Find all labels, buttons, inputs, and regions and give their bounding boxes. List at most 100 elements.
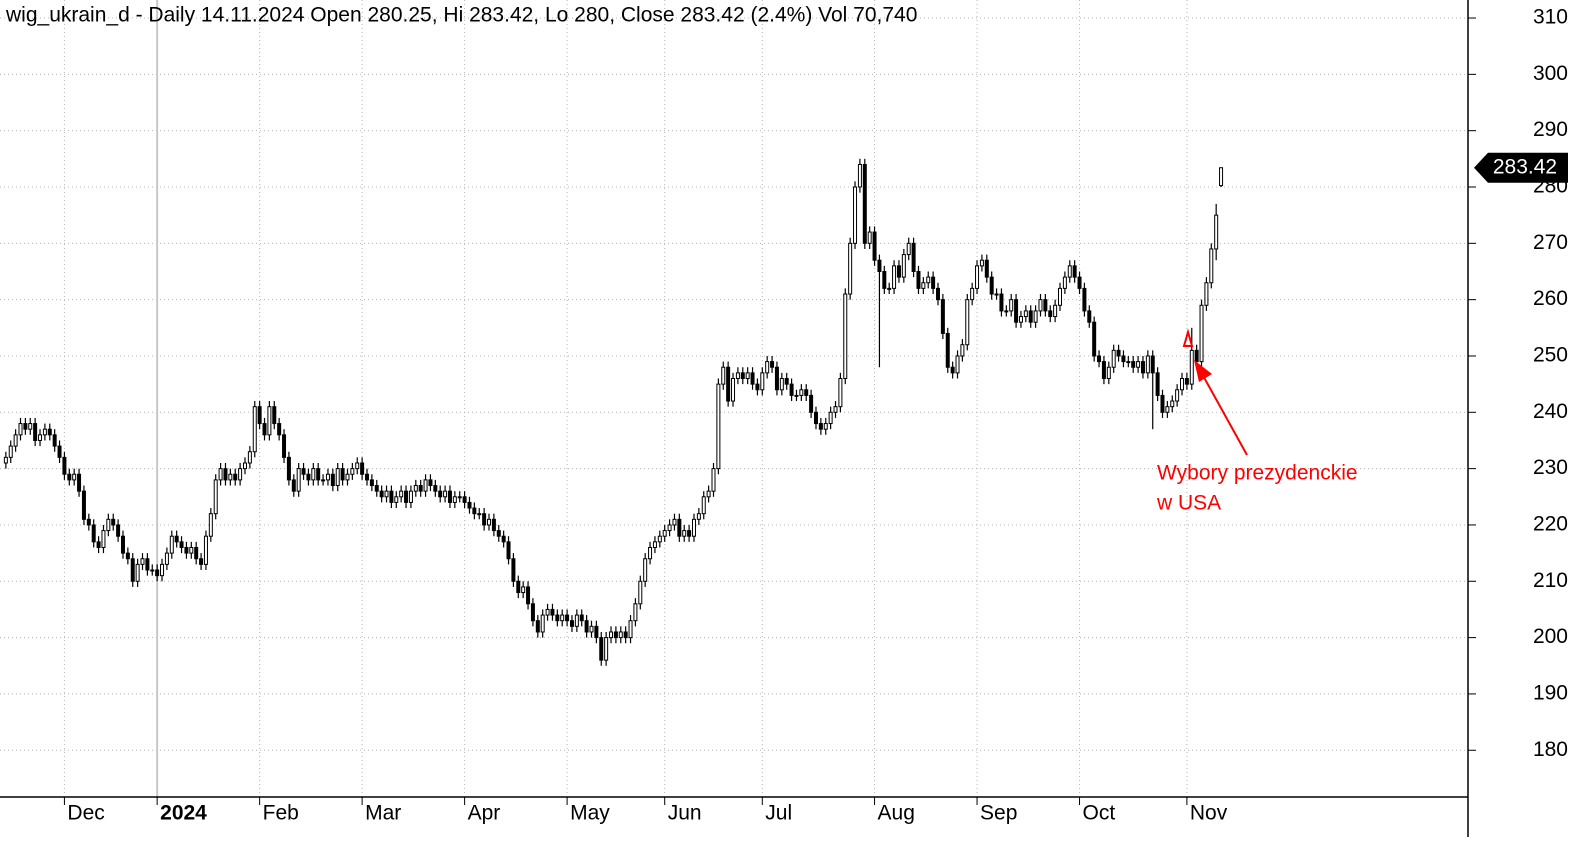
candle-body xyxy=(779,378,784,391)
candle-body xyxy=(335,468,340,487)
candle-body xyxy=(706,490,711,498)
candle-body xyxy=(374,485,379,492)
candle-body xyxy=(1131,361,1136,368)
candle-body xyxy=(321,479,326,482)
candle-body xyxy=(438,490,443,498)
x-tick-label: Mar xyxy=(365,802,401,825)
candle-body xyxy=(569,620,574,627)
candle-body xyxy=(91,524,96,543)
candle-body xyxy=(1077,276,1082,289)
candle-body xyxy=(77,473,82,492)
candle-body xyxy=(423,479,428,492)
candle-body xyxy=(365,473,369,481)
candle-body xyxy=(906,242,911,256)
candle-body xyxy=(921,282,926,289)
candle-body xyxy=(540,614,545,633)
candle-body xyxy=(726,366,731,402)
candle-body xyxy=(687,530,692,537)
candle-body xyxy=(1033,310,1038,323)
candle-body xyxy=(926,276,931,284)
price-tag-label: 283.42 xyxy=(1493,155,1557,178)
candle-body xyxy=(887,287,892,290)
candle-body xyxy=(945,332,950,368)
candle-body xyxy=(1072,265,1077,278)
candle-body xyxy=(721,366,726,385)
candle-body xyxy=(994,293,999,296)
candle-body xyxy=(1194,349,1199,363)
candle-body xyxy=(330,473,335,487)
candle-body xyxy=(701,496,706,515)
candle-body xyxy=(750,372,755,385)
candle-body xyxy=(565,614,570,622)
candle-body xyxy=(477,513,482,516)
candle-body xyxy=(970,287,975,301)
chart-title: wig_ukrain_d - Daily 14.11.2024 Open 280… xyxy=(5,4,917,27)
candle-body xyxy=(194,546,199,560)
candle-body xyxy=(213,479,218,515)
candle-body xyxy=(169,535,174,554)
candle-body xyxy=(1038,299,1043,312)
annotation-text: w USA xyxy=(1156,492,1221,515)
candle-body xyxy=(272,406,277,425)
candle-body xyxy=(594,625,599,639)
candle-body xyxy=(52,434,57,447)
candle-body xyxy=(462,496,467,503)
candle-body xyxy=(1111,349,1116,368)
candle-body xyxy=(350,468,355,475)
candle-body xyxy=(242,462,247,470)
candle-body xyxy=(526,586,531,605)
candle-body xyxy=(579,614,584,622)
candle-body xyxy=(360,462,365,475)
candle-body xyxy=(1165,406,1170,413)
candle-body xyxy=(501,535,506,543)
candle-body xyxy=(672,518,677,526)
candle-body xyxy=(828,411,833,425)
candle-body xyxy=(467,501,472,509)
candle-body xyxy=(447,490,452,503)
candle-body xyxy=(984,259,989,278)
candle-body xyxy=(560,614,565,622)
candle-body xyxy=(609,631,614,639)
annotation-arrow xyxy=(1200,371,1248,456)
candle-body xyxy=(203,535,208,565)
x-tick-label: Nov xyxy=(1190,802,1228,825)
candle-body xyxy=(589,625,594,633)
candle-body xyxy=(355,462,360,470)
candle-body xyxy=(472,507,477,515)
candle-body xyxy=(1014,299,1019,323)
candle-body xyxy=(286,456,291,481)
candle-body xyxy=(901,254,906,278)
candle-body xyxy=(452,496,457,503)
candle-body xyxy=(457,496,462,499)
candle-body xyxy=(47,428,52,436)
x-tick-label: Oct xyxy=(1083,802,1116,825)
candle-body xyxy=(174,535,179,543)
candle-body xyxy=(184,546,189,554)
candle-body xyxy=(394,496,399,503)
candle-body xyxy=(306,473,311,481)
candle-body xyxy=(1116,349,1121,357)
candle-body xyxy=(975,265,980,289)
candle-body xyxy=(96,541,101,548)
candle-body xyxy=(760,372,765,391)
price-tag xyxy=(1474,152,1568,183)
candle-body xyxy=(67,473,72,481)
candle-body xyxy=(282,434,287,458)
candle-body xyxy=(86,518,91,526)
candle-body xyxy=(418,485,423,492)
axes: 1801902002102202302402502602702802903003… xyxy=(63,6,1568,825)
y-tick-label: 190 xyxy=(1533,681,1568,704)
candle-body xyxy=(238,468,243,481)
candle-body xyxy=(931,276,936,289)
candle-body xyxy=(848,242,853,295)
candle-body xyxy=(1136,361,1141,368)
candle-body xyxy=(599,637,604,661)
candle-body xyxy=(735,372,740,380)
candle-body xyxy=(1067,265,1072,278)
candle-body xyxy=(267,406,272,436)
candle-body xyxy=(843,293,848,380)
candle-body xyxy=(62,456,67,475)
candle-body xyxy=(1023,310,1028,318)
